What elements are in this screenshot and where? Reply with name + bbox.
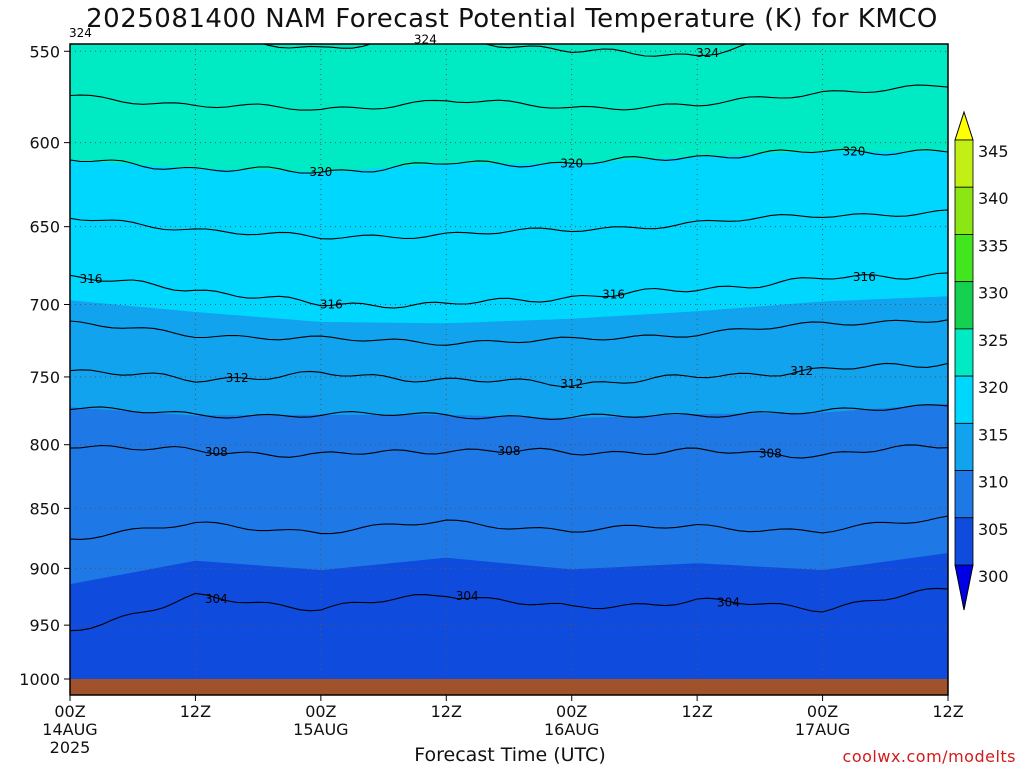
colorbar-tick-label: 325 xyxy=(978,331,1009,350)
colorbar-tick-label: 305 xyxy=(978,520,1009,539)
contour-label: 320 xyxy=(560,156,583,170)
colorbar-bin xyxy=(954,517,974,566)
y-tick-label: 800 xyxy=(29,436,60,455)
contour-label: 304 xyxy=(205,592,228,606)
contour-line-316 xyxy=(70,272,948,309)
y-tick-label: 650 xyxy=(29,218,60,237)
contour-label: 312 xyxy=(560,377,583,391)
x-tick-label: 12Z xyxy=(932,702,963,721)
contour-label: 324 xyxy=(414,32,437,46)
contour-label: 304 xyxy=(456,589,479,603)
contour-label: 324 xyxy=(69,26,92,40)
colorbar-bottom-arrow xyxy=(954,564,974,611)
colorbar-bin xyxy=(954,281,974,330)
contour-line-304 xyxy=(70,587,948,632)
x-tick-date: 16AUG xyxy=(544,720,599,739)
colorbar-tick-label: 330 xyxy=(978,284,1009,303)
contour-label: 312 xyxy=(790,364,813,378)
colorbar-top-arrow xyxy=(954,110,974,141)
ground-strip xyxy=(70,679,948,695)
colorbar-tick-label: 345 xyxy=(978,142,1009,161)
x-axis-label: Forecast Time (UTC) xyxy=(414,744,606,766)
contour-labels: 3483443443443403403363363363323323323283… xyxy=(69,26,876,610)
y-tick-label: 600 xyxy=(29,134,60,153)
y-tick-label: 750 xyxy=(29,368,60,387)
colorbar-tick-label: 335 xyxy=(978,236,1009,255)
contour-line-324 xyxy=(203,44,748,57)
y-axis: 2503003504004505005506006507007508008509… xyxy=(19,42,70,689)
theta-band-305 xyxy=(70,553,948,679)
contour-lines xyxy=(70,44,948,632)
y-tick-label: 850 xyxy=(29,499,60,518)
contour-line-minor xyxy=(70,319,948,346)
x-tick-label: 00Z xyxy=(305,702,336,721)
colorbar-tick-label: 315 xyxy=(978,425,1009,444)
colorbar-tick-label: 340 xyxy=(978,189,1009,208)
contour-line-minor xyxy=(70,84,948,111)
colorbar-bin xyxy=(954,234,974,283)
x-tick-date: 15AUG xyxy=(293,720,348,739)
contour-label: 316 xyxy=(602,287,625,301)
x-tick-label: 12Z xyxy=(180,702,211,721)
theta-fill-layer xyxy=(70,44,948,679)
contour-line-312 xyxy=(70,362,948,388)
x-tick-label: 00Z xyxy=(556,702,587,721)
x-tick-year: 2025 xyxy=(50,738,91,757)
colorbar-bin xyxy=(954,186,974,235)
y-tick-label: 550 xyxy=(29,42,60,61)
plot-frame xyxy=(69,43,949,696)
chart-title: 2025081400 NAM Forecast Potential Temper… xyxy=(86,4,938,34)
contour-label: 312 xyxy=(226,371,249,385)
source-credit[interactable]: coolwx.com/modelts xyxy=(842,747,1016,766)
contour-line-308 xyxy=(70,444,948,459)
contour-label: 320 xyxy=(309,165,332,179)
contour-label: 316 xyxy=(853,270,876,284)
x-tick-label: 00Z xyxy=(54,702,85,721)
colorbar-tick-label: 310 xyxy=(978,473,1009,492)
contour-label: 324 xyxy=(696,46,719,60)
contour-line-320 xyxy=(70,148,948,174)
contour-label: 304 xyxy=(717,596,740,610)
x-tick-label: 00Z xyxy=(807,702,838,721)
x-tick-date: 14AUG xyxy=(42,720,97,739)
colorbar: 345 340 335 330 325 320 315 310 305 300 xyxy=(954,110,1009,611)
contour-label: 308 xyxy=(498,444,521,458)
contour-line-minor xyxy=(70,515,948,540)
colorbar-tick-label: 300 xyxy=(978,567,1009,586)
x-tick-label: 12Z xyxy=(681,702,712,721)
colorbar-tick-label: 320 xyxy=(978,378,1009,397)
contour-label: 308 xyxy=(759,447,782,461)
contour-line-minor xyxy=(70,404,948,420)
colorbar-bin xyxy=(954,375,974,424)
colorbar-bin xyxy=(954,422,974,471)
contour-label: 320 xyxy=(842,144,865,158)
contour-label: 308 xyxy=(205,445,228,459)
contour-label: 316 xyxy=(79,272,102,286)
y-tick-label: 1000 xyxy=(19,670,60,689)
x-tick-date: 17AUG xyxy=(795,720,850,739)
x-tick-label: 12Z xyxy=(431,702,462,721)
y-tick-label: 950 xyxy=(29,616,60,635)
colorbar-bin xyxy=(954,470,974,519)
colorbar-bin xyxy=(954,139,974,188)
colorbar-bin xyxy=(954,328,974,377)
y-tick-label: 900 xyxy=(29,559,60,578)
contour-line-minor xyxy=(70,209,948,240)
y-tick-label: 700 xyxy=(29,295,60,314)
contour-label: 316 xyxy=(320,297,343,311)
